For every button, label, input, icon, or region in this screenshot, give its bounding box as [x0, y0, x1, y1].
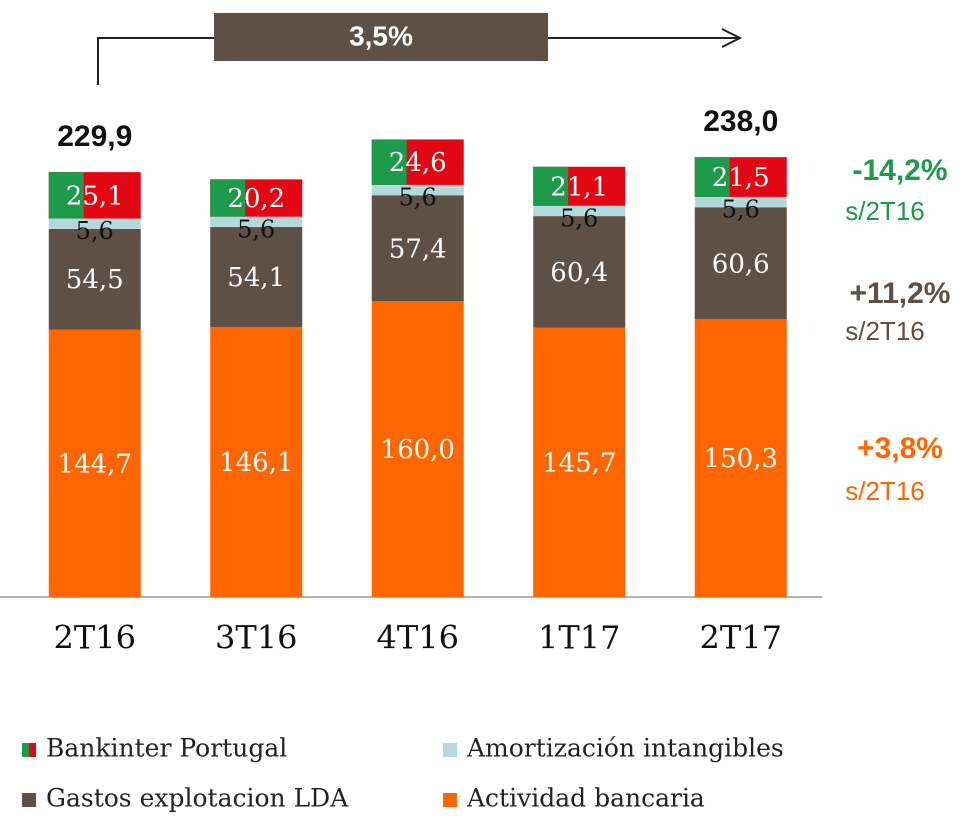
- x-tick-label: 2T17: [700, 619, 782, 657]
- bar-segment: [210, 216, 303, 228]
- total-label: 238,0: [703, 105, 778, 138]
- bar-segment: [371, 195, 464, 302]
- bar-segment: [371, 301, 464, 597]
- x-tick-label: 2T16: [54, 619, 136, 657]
- value-label: 54,1: [227, 263, 285, 293]
- legend-swatch: [443, 743, 457, 757]
- bar-segment: [533, 205, 626, 217]
- annotation: +11,2%: [850, 277, 951, 310]
- bar-segment: [210, 327, 303, 597]
- value-label: 21,1: [550, 172, 608, 202]
- value-label: 24,6: [389, 148, 447, 178]
- x-tick-label: 1T17: [538, 619, 620, 657]
- value-label: 25,1: [66, 181, 124, 211]
- value-label: 146,1: [219, 448, 293, 478]
- bar-segment-accent: [694, 157, 730, 197]
- annotation: -14,2%: [852, 154, 947, 187]
- bar-segment: [533, 327, 626, 597]
- total-label: 229,9: [57, 120, 132, 153]
- bar-segment: [533, 216, 626, 328]
- annotation-sub: s/2T16: [845, 196, 925, 226]
- legend-label: Amortización intangibles: [466, 734, 784, 763]
- bar-segment: [48, 329, 141, 597]
- x-tick-label: 4T16: [377, 619, 459, 657]
- annotation-sub: s/2T16: [845, 316, 925, 346]
- value-label: 20,2: [227, 184, 285, 214]
- value-label: 21,5: [712, 163, 770, 193]
- legend-label: Bankinter Portugal: [46, 734, 287, 763]
- value-label: 5,6: [76, 217, 114, 245]
- value-label: 5,6: [399, 184, 437, 212]
- growth-label: 3,5%: [349, 20, 413, 51]
- bar-segment-accent: [210, 179, 246, 217]
- bar-segment: [48, 218, 141, 229]
- value-label: 54,5: [66, 265, 124, 295]
- legend-swatch: [29, 743, 36, 757]
- value-label: 144,7: [58, 449, 132, 479]
- value-label: 5,6: [237, 215, 275, 243]
- bar-segment: [371, 184, 464, 196]
- legend-label: Actividad bancaria: [466, 784, 705, 813]
- value-label: 60,4: [550, 258, 608, 288]
- bar-segment-accent: [371, 139, 407, 185]
- value-label: 60,6: [712, 249, 770, 279]
- bar-segment-accent: [533, 166, 569, 206]
- annotation: +3,8%: [857, 432, 943, 465]
- bar-segment: [694, 196, 787, 208]
- bar-segment: [48, 228, 141, 330]
- value-label: 145,7: [542, 448, 616, 478]
- legend-swatch: [22, 743, 29, 757]
- bar-segment-accent: [48, 172, 84, 219]
- value-label: 57,4: [389, 234, 447, 264]
- value-label: 5,6: [722, 196, 760, 224]
- arrow-head: [721, 28, 743, 48]
- bar-segment: [694, 207, 787, 320]
- value-label: 5,6: [560, 204, 598, 232]
- value-label: 150,3: [704, 444, 778, 474]
- legend-label: Gastos explotacion LDA: [46, 784, 349, 813]
- bar-segment: [694, 319, 787, 597]
- bar-segment: [210, 227, 303, 328]
- growth-arrow-left: [97, 37, 214, 85]
- x-tick-label: 3T16: [215, 619, 297, 657]
- value-label: 160,0: [381, 435, 455, 465]
- growth-box: [214, 13, 548, 61]
- legend-swatch: [22, 793, 36, 807]
- annotation-sub: s/2T16: [845, 476, 925, 506]
- legend-swatch: [443, 793, 457, 807]
